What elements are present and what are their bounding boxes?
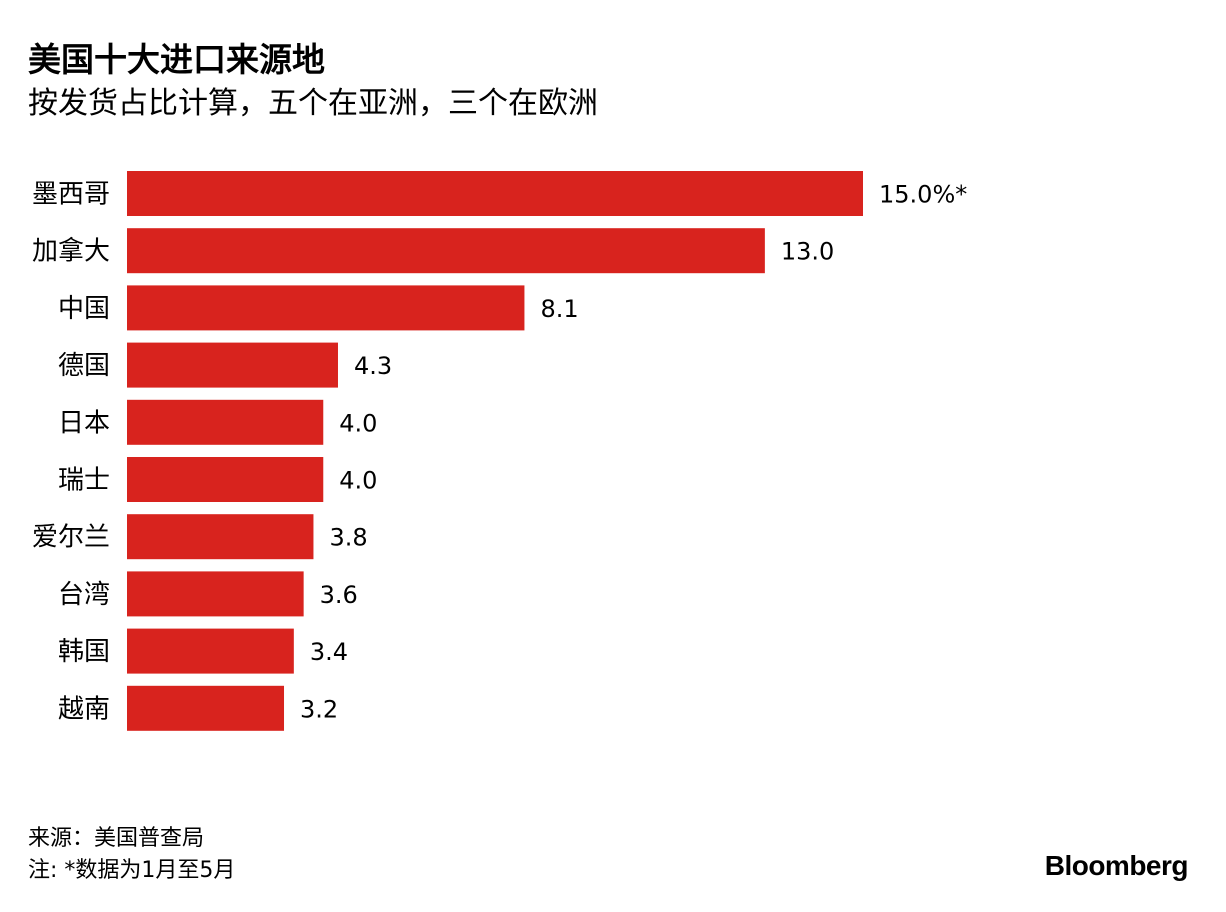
bar [127,171,863,216]
source-note: 来源：美国普查局 [28,826,205,851]
category-label: 越南 [58,694,110,724]
value-label: 13.0 [781,238,834,266]
bar [127,399,324,445]
value-label: 3.4 [310,638,348,666]
category-label: 爱尔兰 [32,523,110,553]
footnote: 注: *数据为1月至5月 [28,858,236,883]
bar [127,342,338,388]
value-label: 8.1 [540,295,578,323]
bar [127,285,525,331]
category-label: 墨西哥 [32,180,110,210]
category-label: 加拿大 [32,237,110,267]
bloomberg-logo: Bloomberg [1044,850,1189,881]
value-label: 15.0%* [879,181,967,209]
bar [127,571,304,617]
category-label: 中国 [58,294,110,324]
category-label: 德国 [58,351,110,381]
bar [127,628,294,674]
value-label: 3.6 [320,581,358,609]
bar [127,685,285,731]
value-label: 4.0 [339,409,377,437]
value-label: 3.8 [329,524,367,552]
category-label: 日本 [58,408,110,438]
category-label: 韩国 [58,637,110,667]
chart-title: 美国十大进口来源地 [28,40,325,79]
chart-subtitle: 按发货占比计算，五个在亚洲，三个在欧洲 [28,86,598,121]
value-label: 3.2 [300,695,338,723]
category-label: 瑞士 [58,466,110,496]
value-label: 4.0 [339,467,377,495]
bar [127,228,765,274]
category-label: 台湾 [58,580,110,610]
value-label: 4.3 [354,352,392,380]
bar [127,514,314,560]
bar [127,457,324,502]
